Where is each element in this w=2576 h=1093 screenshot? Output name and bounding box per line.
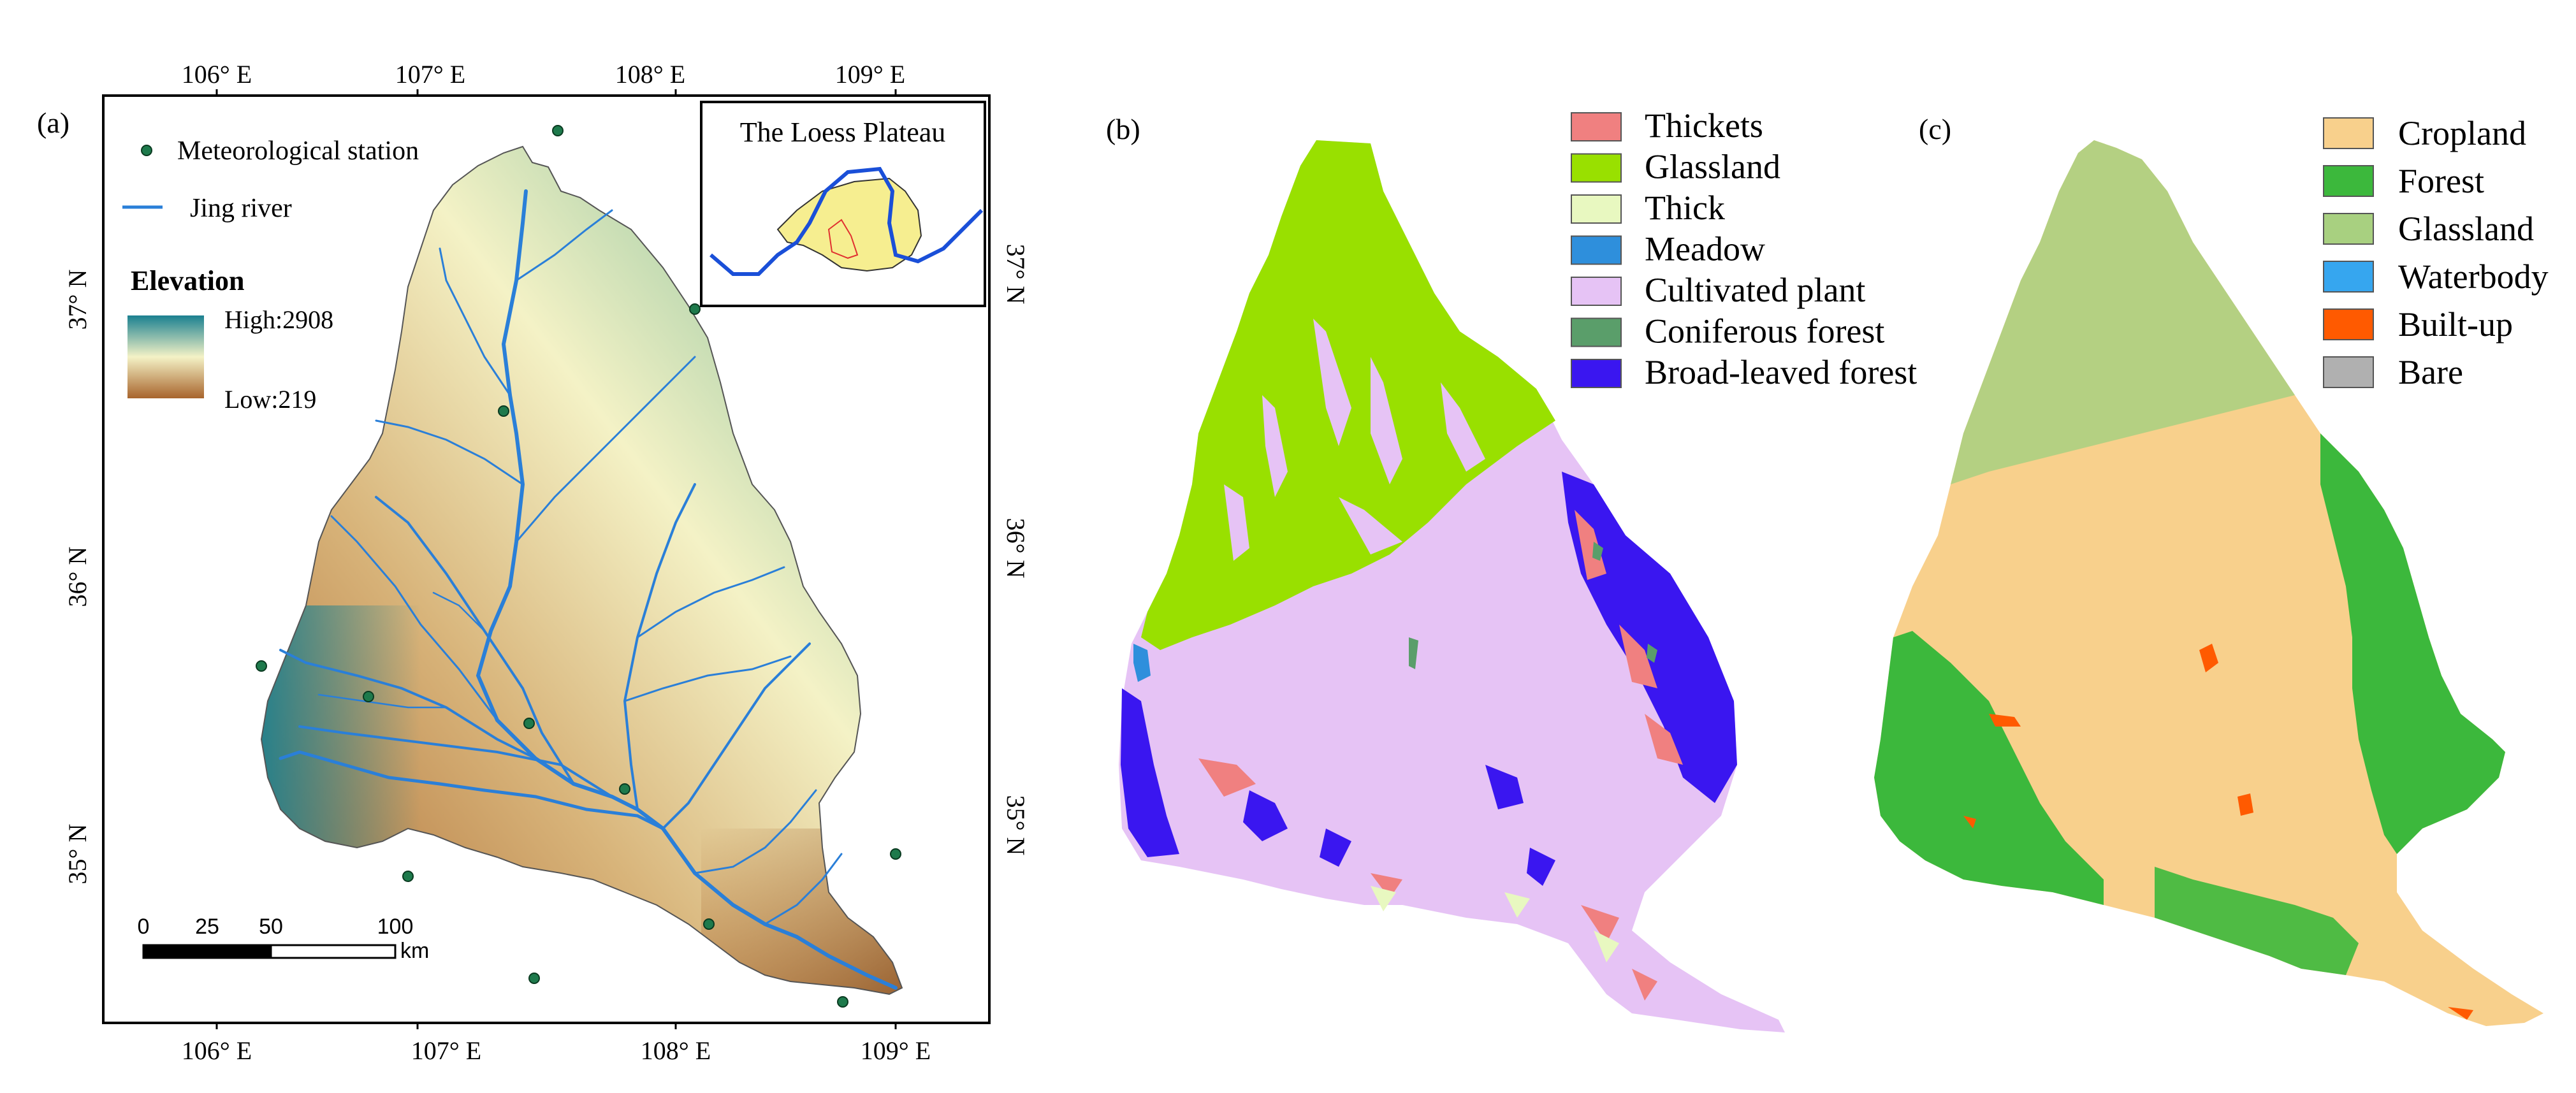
panel-a-label: (a) — [37, 106, 69, 139]
lon-label-bottom: 108° E — [641, 1036, 711, 1065]
land-use-map — [1874, 140, 2543, 1026]
legend-swatch — [1571, 194, 1622, 224]
panel-b-label: (b) — [1106, 113, 1140, 145]
lon-label-top: 107° E — [395, 60, 465, 89]
legend-swatch — [1571, 277, 1622, 306]
station-marker — [837, 996, 848, 1008]
station-marker — [498, 405, 509, 417]
panel-c: (c) Cropland Forest Glassland Waterbody Buil… — [1874, 113, 2549, 1026]
lon-label-top: 106° E — [182, 60, 252, 89]
station-marker — [890, 848, 901, 860]
legend-label: Cultivated plant — [1645, 271, 1865, 309]
inset-title: The Loess Plateau — [740, 117, 946, 148]
legend-label: Waterbody — [2398, 257, 2549, 296]
legend-label: Thickets — [1645, 106, 1763, 145]
panel-a: The Loess Plateau Meteorological station… — [37, 60, 1030, 1065]
scale-tick-100: 100 — [377, 915, 414, 939]
legend-label: Glassland — [1645, 148, 1780, 186]
legend-label: Meadow — [1645, 230, 1765, 268]
legend-label: Thick — [1645, 189, 1725, 227]
basin-outline — [260, 145, 903, 995]
lat-label-right: 36° N — [1001, 518, 1030, 579]
land-use-legend: Cropland Forest Glassland Waterbody Built-up… — [2323, 114, 2549, 391]
scale-tick-50: 50 — [259, 915, 283, 939]
legend-swatch — [1571, 359, 1622, 388]
inset-loess-plateau: The Loess Plateau — [700, 101, 986, 307]
forest-region-west — [1874, 631, 2104, 905]
forest-region-south — [2155, 867, 2359, 975]
station-marker — [402, 871, 414, 882]
legend-swatch — [2323, 213, 2374, 245]
elevation-title: Elevation — [131, 265, 244, 296]
panel-c-label: (c) — [1919, 113, 1951, 145]
legend-label: Coniferous forest — [1645, 312, 1884, 351]
station-marker — [703, 918, 715, 930]
legend-swatch — [1571, 317, 1622, 347]
legend-label: Built-up — [2398, 305, 2513, 344]
station-marker — [689, 303, 701, 315]
legend-swatch — [1571, 235, 1622, 265]
lon-label-bottom: 106° E — [182, 1036, 252, 1065]
lon-label-bottom: 107° E — [411, 1036, 481, 1065]
legend-swatch — [2323, 261, 2374, 293]
built-up-region — [1963, 644, 2473, 1020]
legend-label: Glassland — [2398, 210, 2534, 248]
yellow-river-icon — [709, 166, 984, 276]
scale-tick-25: 25 — [195, 915, 219, 939]
thick-region — [1371, 886, 1619, 962]
legend-swatch — [2323, 165, 2374, 197]
cultivated-streaks — [1224, 319, 1485, 561]
legend-label: Broad-leaved forest — [1645, 353, 1917, 391]
panel-b: (b) — [1106, 106, 1917, 1032]
loess-plateau-shape — [776, 177, 922, 272]
river-legend-label: Jing river — [190, 194, 292, 223]
lat-label-left: 37° N — [63, 270, 92, 330]
station-marker — [619, 783, 630, 795]
scale-tick-0: 0 — [138, 915, 150, 939]
vegetation-map — [1119, 140, 1785, 1032]
station-marker — [552, 125, 564, 136]
jing-river-network — [279, 189, 898, 990]
jing-basin-location — [827, 219, 859, 259]
station-marker — [256, 660, 267, 672]
map-frame — [102, 94, 991, 1024]
legend-swatch — [2323, 356, 2374, 388]
elevation-high-label: High:2908 — [224, 305, 333, 334]
lon-label-top: 108° E — [615, 60, 685, 89]
coniferous-forest-region — [1409, 542, 1657, 669]
legend-label: Forest — [2398, 162, 2484, 200]
legend-label: Bare — [2398, 353, 2463, 391]
legend-swatch — [2323, 117, 2374, 149]
station-marker — [523, 718, 535, 729]
station-marker — [363, 691, 374, 702]
map-legend: Meteorological station Jing river Elevat… — [122, 136, 419, 414]
meadow-region — [1133, 644, 1151, 682]
meteorological-stations — [256, 125, 901, 1008]
lat-label-left: 35° N — [63, 824, 92, 885]
legend-swatch — [2323, 308, 2374, 340]
station-marker — [528, 973, 540, 984]
lat-label-right: 35° N — [1001, 795, 1030, 856]
scale-bar: 0 25 50 100 km — [138, 915, 430, 963]
grassland-region — [1951, 140, 2295, 484]
broad-leaved-forest-region — [1121, 472, 1737, 886]
station-legend-label: Meteorological station — [177, 136, 419, 166]
legend-swatch — [1571, 153, 1622, 183]
lat-label-left: 36° N — [63, 547, 92, 607]
legend-swatch — [1571, 112, 1622, 141]
legend-label: Cropland — [2398, 114, 2526, 152]
scale-unit: km — [400, 939, 429, 963]
elevation-low-label: Low:219 — [224, 385, 316, 414]
lat-label-right: 37° N — [1001, 244, 1030, 305]
elevation-color-ramp — [127, 315, 204, 398]
forest-region-east — [2320, 433, 2505, 854]
thickets-region — [1198, 510, 1683, 1001]
station-legend-icon — [141, 145, 152, 156]
top-ticks — [215, 89, 897, 1029]
lon-label-bottom: 109° E — [861, 1036, 931, 1065]
lon-label-top: 109° E — [835, 60, 905, 89]
